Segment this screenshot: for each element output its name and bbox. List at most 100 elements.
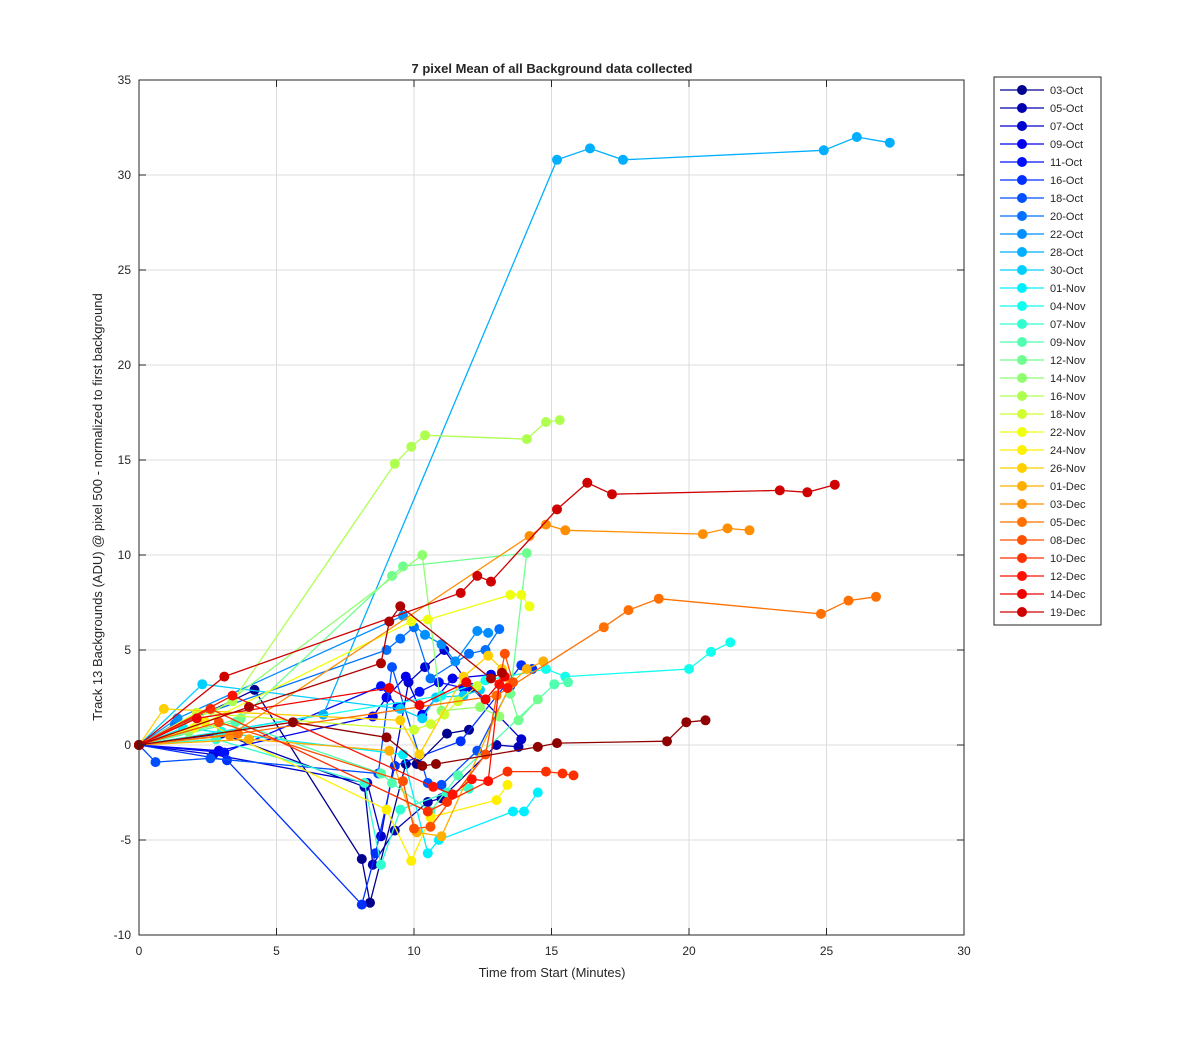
data-point: [381, 732, 392, 743]
y-tick-label: 20: [118, 358, 132, 372]
data-point: [472, 745, 483, 756]
data-point: [197, 679, 208, 690]
y-tick-label: -10: [114, 928, 132, 942]
data-point: [516, 734, 527, 745]
legend-marker: [1017, 607, 1027, 617]
legend-label: 12-Dec: [1050, 571, 1086, 583]
series-03-Dec: [134, 519, 755, 750]
data-point: [205, 753, 216, 764]
legend-item: 01-Nov: [1000, 283, 1086, 295]
legend-label: 16-Nov: [1050, 391, 1086, 403]
data-point: [519, 806, 529, 817]
x-tick-label: 0: [136, 944, 143, 958]
legend-item: 05-Dec: [1000, 517, 1086, 529]
y-tick-label: 30: [118, 168, 132, 182]
legend-label: 12-Nov: [1050, 355, 1086, 367]
legend-marker: [1017, 427, 1027, 437]
legend-item: 14-Nov: [1000, 373, 1086, 385]
data-point: [582, 477, 593, 488]
legend-item: 03-Oct: [1000, 85, 1083, 97]
data-point: [502, 779, 513, 790]
data-point: [417, 713, 428, 724]
data-point: [425, 821, 436, 832]
data-point: [538, 656, 549, 667]
data-point: [436, 639, 447, 650]
data-point: [464, 783, 474, 794]
data-point: [472, 681, 483, 692]
data-point: [480, 694, 491, 705]
data-point: [417, 760, 428, 771]
series-unlabeled-31: [134, 715, 711, 771]
data-point: [618, 154, 628, 165]
data-point: [406, 855, 417, 866]
data-point: [491, 740, 502, 750]
legend-label: 05-Dec: [1050, 517, 1086, 529]
data-point: [398, 776, 408, 787]
data-point: [406, 441, 417, 452]
data-point: [653, 593, 664, 604]
data-point: [213, 717, 224, 728]
data-point: [395, 633, 406, 644]
data-point: [541, 519, 551, 530]
data-point: [433, 677, 444, 688]
legend-box: [993, 76, 1102, 626]
legend-item: 18-Nov: [1000, 409, 1086, 421]
legend-marker: [1017, 553, 1027, 563]
y-axis: -10 -5 0 5 10 15 20 25 30 35: [114, 73, 964, 942]
legend-marker: [1017, 373, 1027, 383]
data-point: [436, 831, 447, 842]
data-point: [461, 677, 472, 688]
data-point: [400, 671, 411, 682]
data-point: [560, 525, 571, 536]
data-point: [455, 588, 466, 598]
data-point: [486, 576, 496, 587]
legend-item: 09-Oct: [1000, 139, 1083, 151]
data-point: [464, 648, 474, 659]
y-tick-label: 25: [118, 263, 132, 277]
data-point: [384, 745, 395, 756]
data-point: [483, 776, 494, 787]
data-point: [505, 589, 516, 600]
legend-marker: [1017, 103, 1027, 113]
legend-label: 30-Oct: [1050, 265, 1083, 277]
data-point: [409, 823, 419, 834]
legend-label: 07-Nov: [1050, 319, 1086, 331]
x-axis: 0 5 10 15 20 25 30: [136, 80, 971, 958]
data-point: [884, 137, 895, 148]
legend-label: 01-Dec: [1050, 481, 1086, 493]
legend-label: 03-Dec: [1050, 499, 1086, 511]
series-19-Dec: [134, 477, 840, 750]
legend-item: 16-Nov: [1000, 391, 1086, 403]
data-point: [829, 479, 840, 490]
data-point: [486, 673, 496, 684]
series-line: [138, 719, 706, 767]
data-point: [436, 779, 447, 790]
data-point: [843, 595, 854, 606]
data-point: [472, 570, 483, 581]
data-point: [249, 684, 260, 695]
data-point: [376, 658, 386, 669]
data-point: [387, 662, 397, 673]
data-point: [557, 768, 568, 779]
legend-label: 03-Oct: [1050, 85, 1083, 97]
legend-marker: [1017, 229, 1027, 239]
data-point: [453, 770, 463, 781]
x-tick-label: 15: [545, 944, 559, 958]
data-point: [607, 489, 617, 500]
data-point: [288, 717, 298, 728]
data-point: [491, 795, 502, 806]
data-point: [442, 728, 452, 739]
data-point: [585, 143, 595, 154]
data-point: [871, 591, 881, 602]
data-point: [356, 854, 367, 864]
legend-item: 16-Oct: [1000, 175, 1083, 187]
data-point: [395, 601, 406, 612]
legend-marker: [1017, 391, 1027, 401]
y-tick-label: 35: [118, 73, 132, 87]
data-point: [425, 719, 436, 730]
data-point: [420, 629, 430, 640]
legend: 03-Oct 05-Oct 07-Oct 09-Oct 11-Oct 16-Oct 18-O…: [993, 76, 1102, 626]
legend-label: 19-Dec: [1050, 607, 1086, 619]
y-axis-label: Track 13 Backgrounds (ADU) @ pixel 500 -…: [90, 293, 105, 720]
y-tick-label: 0: [124, 738, 131, 752]
